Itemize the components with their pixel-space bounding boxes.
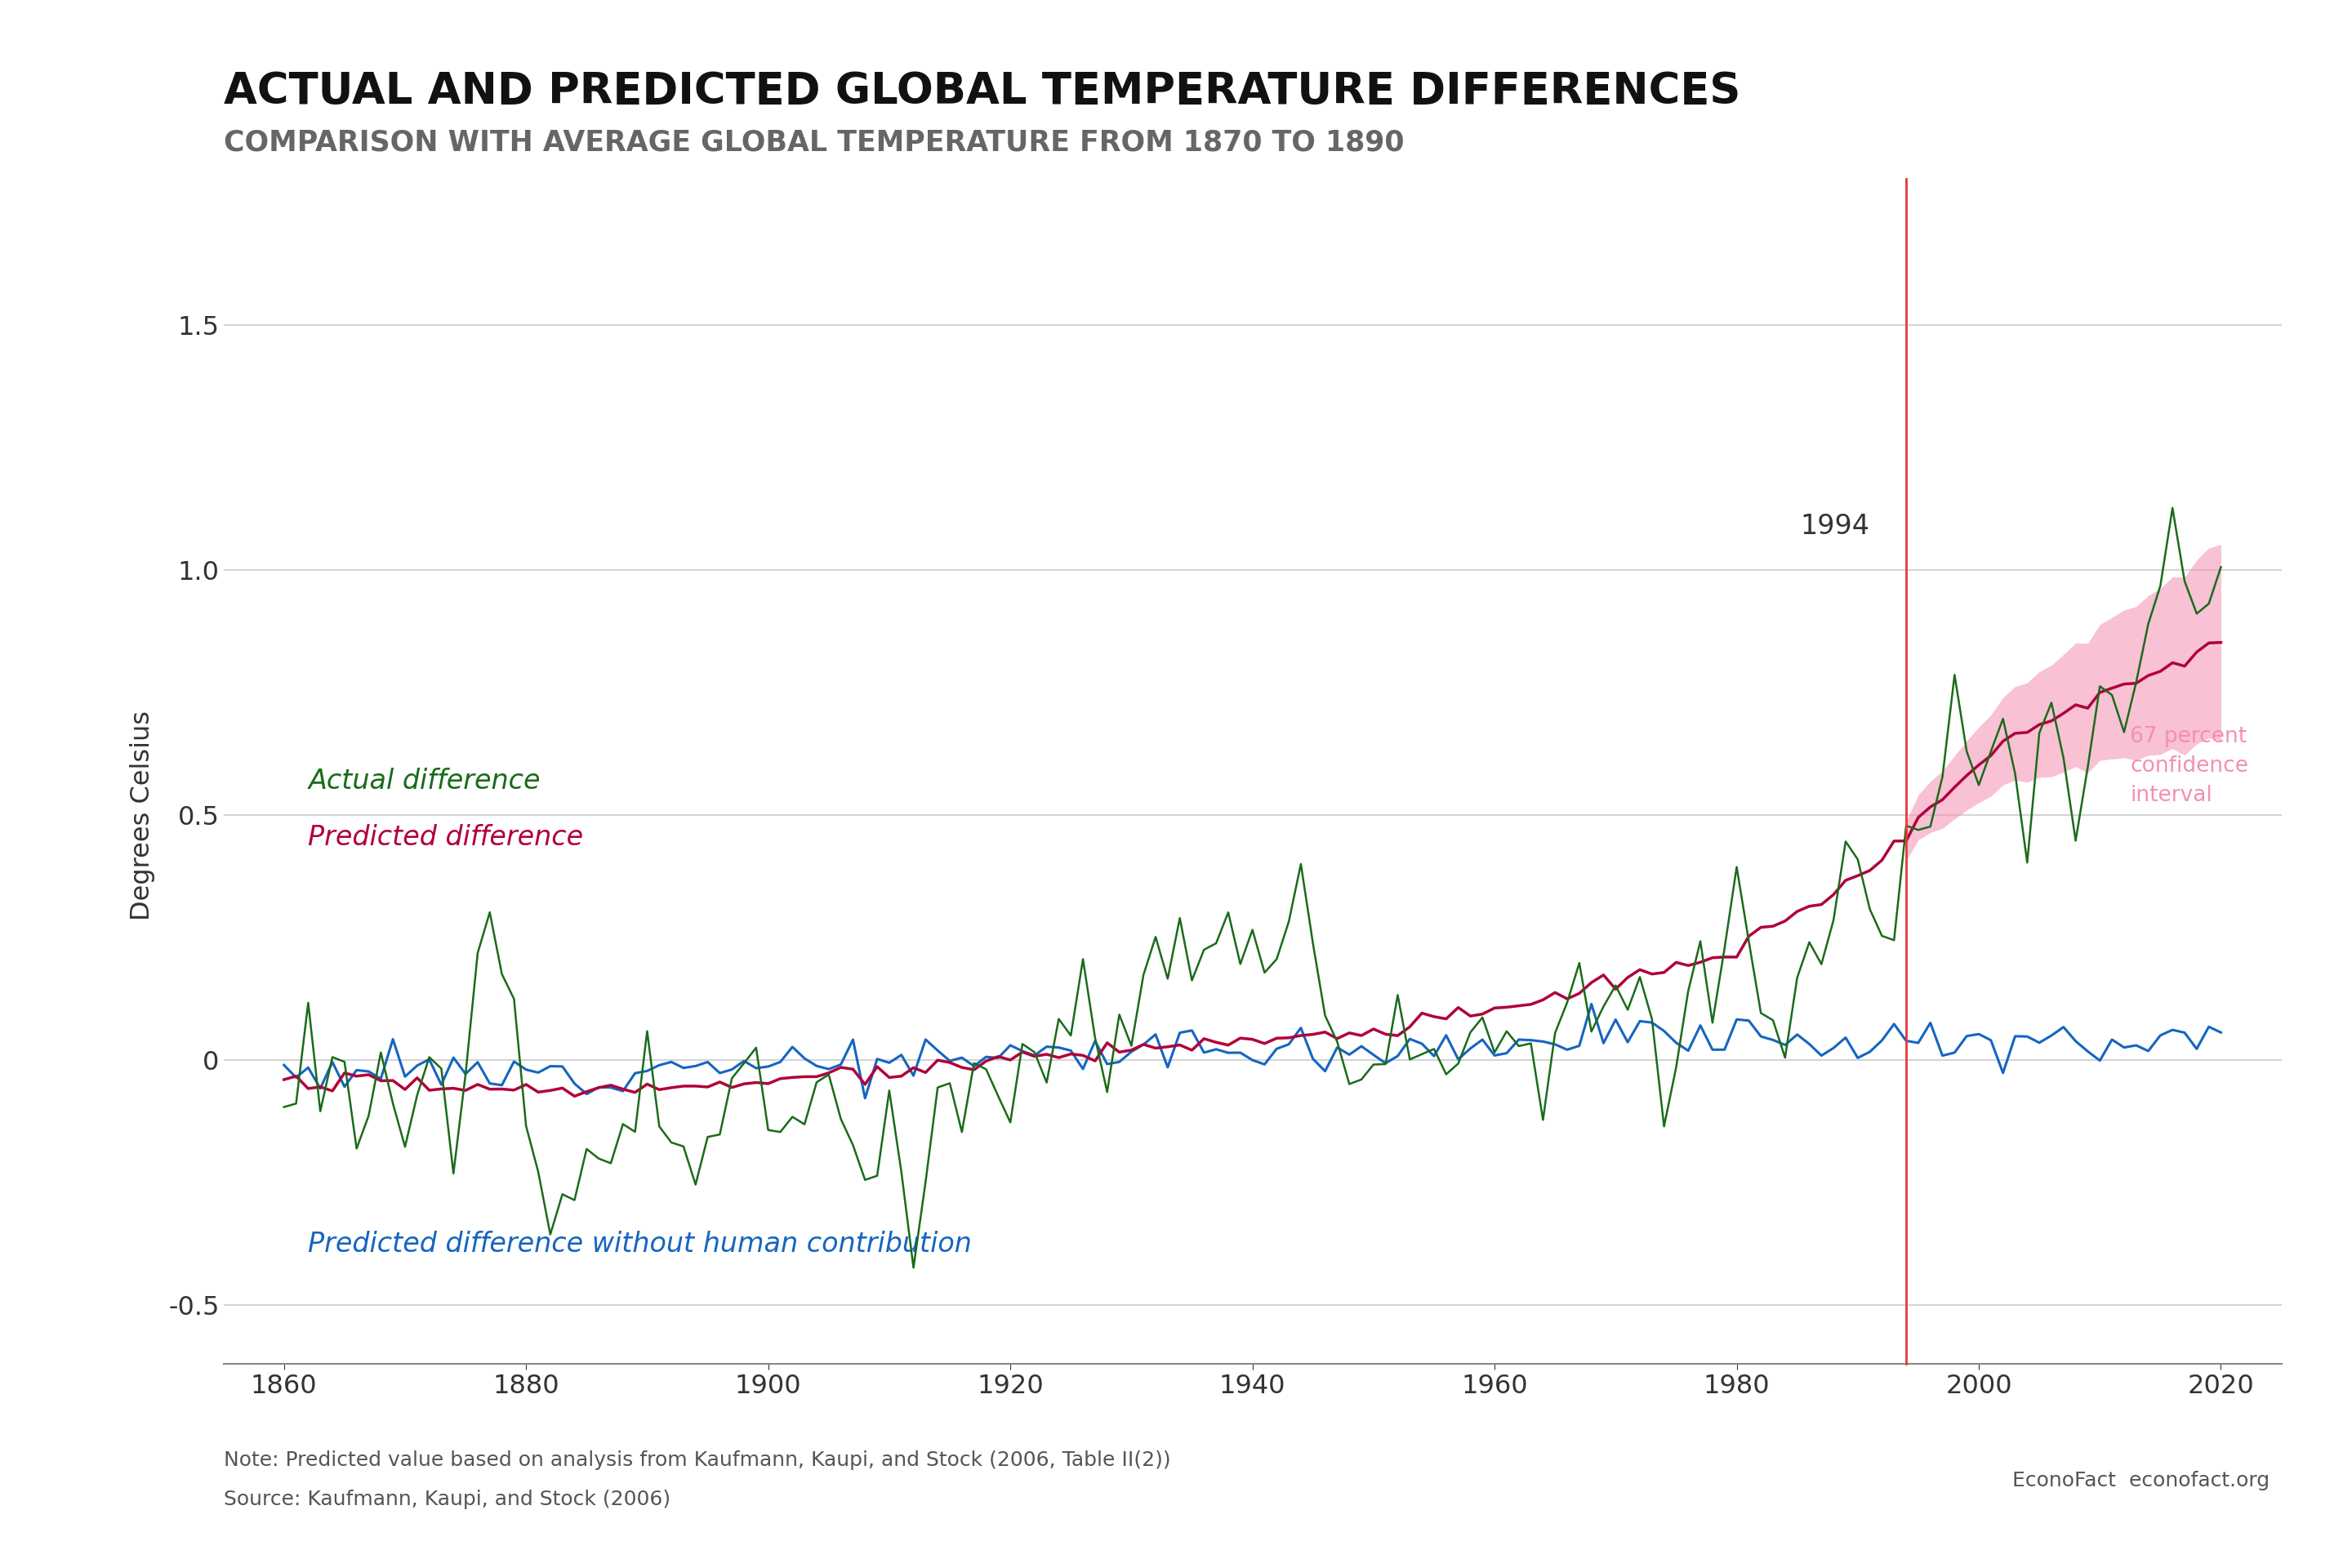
Text: Actual difference: Actual difference <box>308 768 541 795</box>
Text: Predicted difference: Predicted difference <box>308 823 583 851</box>
Text: 1994: 1994 <box>1799 513 1870 539</box>
Text: Note: Predicted value based on analysis from Kaufmann, Kaupi, and Stock (2006, T: Note: Predicted value based on analysis … <box>223 1450 1171 1471</box>
Text: ACTUAL AND PREDICTED GLOBAL TEMPERATURE DIFFERENCES: ACTUAL AND PREDICTED GLOBAL TEMPERATURE … <box>223 71 1740 113</box>
Y-axis label: Degrees Celsius: Degrees Celsius <box>129 710 155 920</box>
Text: Source: Kaufmann, Kaupi, and Stock (2006): Source: Kaufmann, Kaupi, and Stock (2006… <box>223 1490 670 1508</box>
Text: EconoFact  econofact.org: EconoFact econofact.org <box>2013 1471 2270 1490</box>
Text: Predicted difference without human contribution: Predicted difference without human contr… <box>308 1231 971 1258</box>
Text: 67 percent
confidence
interval: 67 percent confidence interval <box>2131 726 2249 806</box>
Text: COMPARISON WITH AVERAGE GLOBAL TEMPERATURE FROM 1870 TO 1890: COMPARISON WITH AVERAGE GLOBAL TEMPERATU… <box>223 129 1404 157</box>
